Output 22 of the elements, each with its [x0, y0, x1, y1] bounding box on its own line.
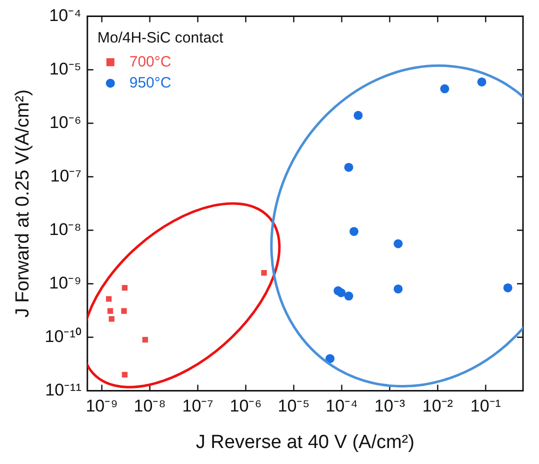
x-tick-label: 10⁻⁵: [278, 396, 310, 416]
y-tick-label: 10⁻¹¹: [45, 380, 82, 400]
y-tick-label: 10⁻⁵: [49, 59, 82, 78]
y-tick-label: 10⁻⁴: [49, 6, 82, 25]
x-tick-label: 10⁻⁴: [326, 396, 358, 416]
y-axis-title: J Forward at 0.25 V(A/cm²): [12, 89, 34, 318]
x-tick-label: 10⁻⁹: [86, 396, 118, 416]
y-tick-label: 10⁻¹⁰: [44, 326, 82, 346]
y-tick-label: 10⁻⁸: [49, 220, 82, 239]
legend-label: 950°C: [129, 74, 172, 92]
x-tick-label: 10⁻²: [422, 396, 454, 416]
x-tick-label: 10⁻³: [374, 396, 406, 416]
x-tick-label: 10⁻⁶: [230, 396, 262, 416]
legend-label: 700°C: [129, 53, 172, 70]
x-tick-label: 10⁻⁸: [134, 396, 166, 416]
x-axis-title: J Reverse at 40 V (A/cm²): [196, 432, 414, 453]
y-tick-label: 10⁻⁹: [49, 273, 82, 292]
x-tick-label: 10⁻¹: [470, 396, 502, 416]
y-tick-label: 10⁻⁷: [50, 166, 82, 186]
y-tick-label: 10⁻⁶: [49, 112, 82, 132]
legend-title: Mo/4H-SiC contact: [97, 29, 224, 46]
x-tick-label: 10⁻⁷: [182, 396, 214, 416]
